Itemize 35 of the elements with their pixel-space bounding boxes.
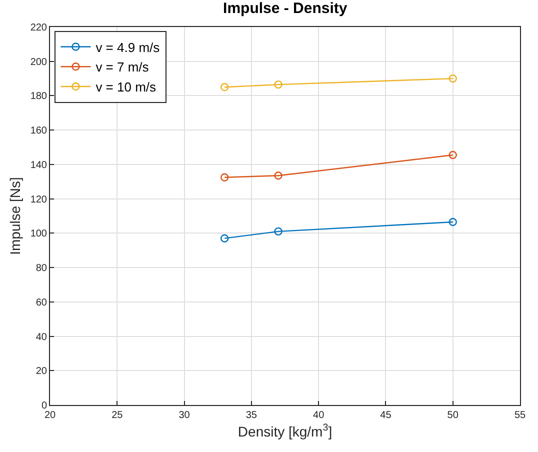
point	[220, 173, 229, 182]
legend-label: v = 4.9 m/s	[96, 40, 160, 55]
point	[274, 172, 282, 180]
point	[448, 218, 457, 226]
y-tick-label: 80	[36, 263, 48, 274]
y-tick-label: 140	[30, 160, 48, 171]
y-tick-label: 180	[30, 91, 48, 102]
y-tick-label: 60	[36, 297, 48, 308]
x-tick-label: 45	[380, 410, 392, 421]
x-tick-label: 30	[178, 410, 190, 421]
y-tick-label: 100	[30, 228, 48, 240]
x-tick-label: 20	[44, 410, 56, 421]
point	[448, 74, 457, 83]
y-tick-label: 0	[41, 400, 48, 412]
point	[220, 83, 229, 92]
y-tick-label: 20	[36, 366, 48, 378]
point	[448, 150, 457, 160]
chart-title: Impulse - Density	[223, 0, 348, 17]
legend-label: v = 7 m/s	[96, 60, 150, 75]
y-axis-title: Impulse [Ns]	[6, 177, 23, 255]
y-tick-label: 200	[30, 56, 48, 68]
y-tick-label: 160	[30, 126, 48, 137]
x-tick-label: 35	[246, 410, 258, 421]
legend-label: v = 10 m/s	[96, 80, 157, 95]
y-tick-label: 40	[36, 332, 48, 343]
x-tick-label: 40	[313, 410, 325, 421]
y-tick-label: 220	[30, 22, 48, 34]
x-tick-label: 50	[447, 410, 459, 421]
point	[274, 227, 282, 236]
point	[274, 80, 282, 89]
x-tick-label: 25	[112, 410, 124, 421]
x-tick-label: 55	[514, 410, 526, 421]
point	[220, 234, 229, 242]
x-axis-title: Density [kg/m$^{3}$]	[238, 422, 332, 440]
y-tick-label: 120	[30, 194, 48, 206]
